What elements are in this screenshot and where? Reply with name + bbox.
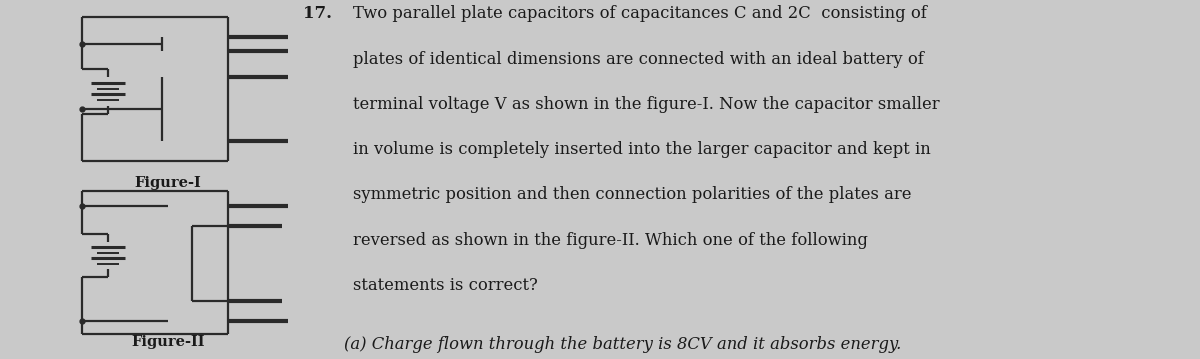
Text: Figure-II: Figure-II xyxy=(131,335,205,349)
Text: symmetric position and then connection polarities of the plates are: symmetric position and then connection p… xyxy=(353,186,911,203)
Text: Figure-I: Figure-I xyxy=(134,176,202,190)
Text: (a) Charge flown through the battery is 8CV and it absorbs energy.: (a) Charge flown through the battery is … xyxy=(344,336,901,353)
Text: Two parallel plate capacitors of capacitances C and 2C  consisting of: Two parallel plate capacitors of capacit… xyxy=(353,5,926,22)
Text: plates of identical dimensions are connected with an ideal battery of: plates of identical dimensions are conne… xyxy=(353,51,924,67)
Text: 17.: 17. xyxy=(304,5,332,22)
Text: statements is correct?: statements is correct? xyxy=(353,277,538,294)
Text: terminal voltage V as shown in the figure-I. Now the capacitor smaller: terminal voltage V as shown in the figur… xyxy=(353,96,940,113)
Text: in volume is completely inserted into the larger capacitor and kept in: in volume is completely inserted into th… xyxy=(353,141,931,158)
Text: reversed as shown in the figure-II. Which one of the following: reversed as shown in the figure-II. Whic… xyxy=(353,232,868,248)
